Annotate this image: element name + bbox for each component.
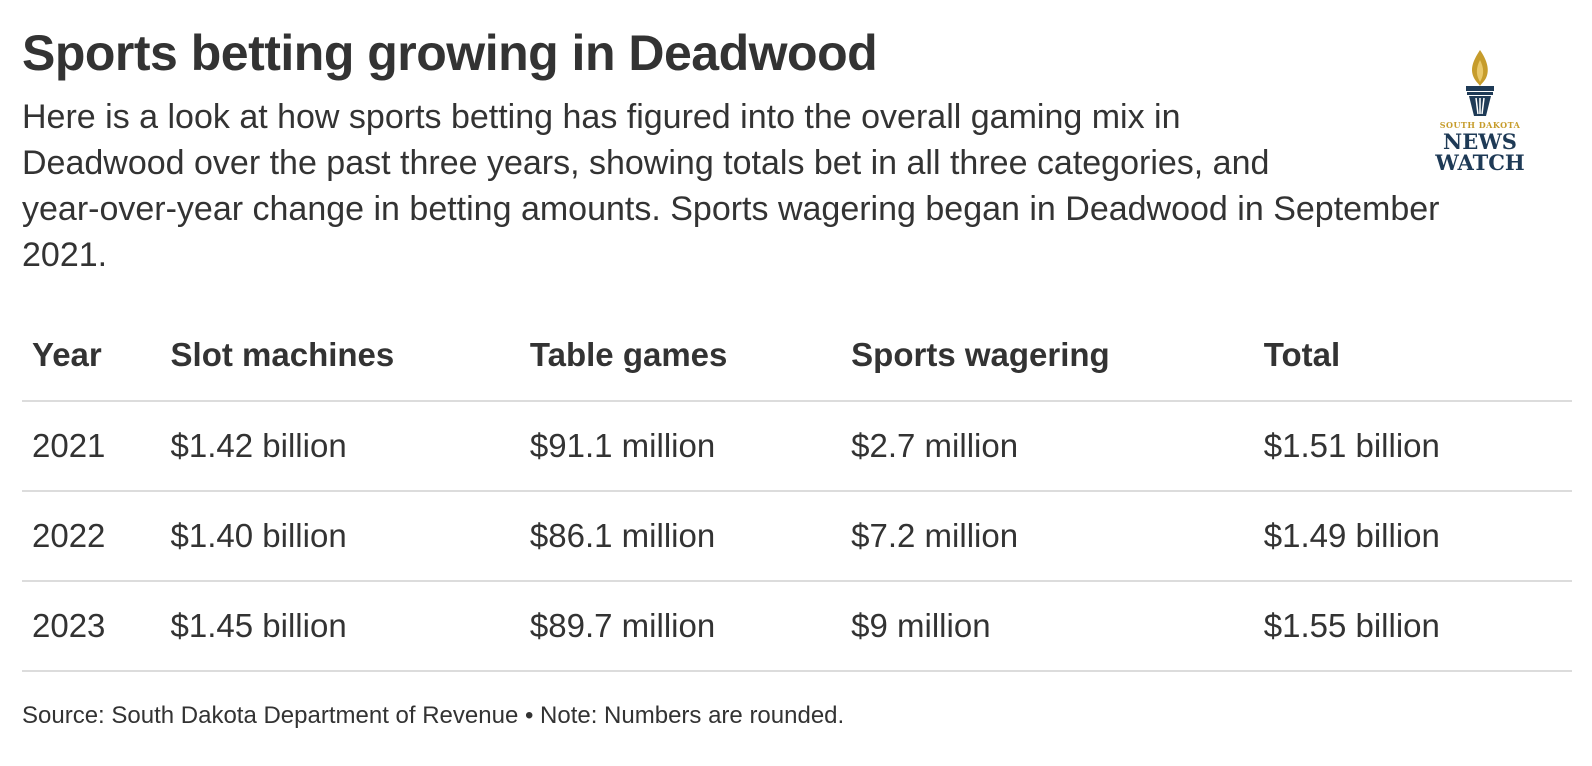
table-header-row: Year Slot machines Table games Sports wa… bbox=[22, 310, 1572, 402]
cell-slot-machines: $1.45 billion bbox=[160, 581, 520, 672]
data-table: Year Slot machines Table games Sports wa… bbox=[22, 310, 1572, 672]
logo-news-text: NEWS bbox=[1443, 129, 1517, 154]
cell-year: 2021 bbox=[22, 401, 161, 492]
description-line-3: year-over-year change in betting amounts… bbox=[22, 190, 1440, 228]
source-note: Source: South Dakota Department of Reven… bbox=[22, 702, 845, 729]
cell-total: $1.49 billion bbox=[1253, 491, 1572, 582]
table-row: 2022 $1.40 billion $86.1 million $7.2 mi… bbox=[22, 491, 1572, 582]
logo-watch-text: WATCH bbox=[1435, 150, 1525, 175]
description-line-2: Deadwood over the past three years, show… bbox=[22, 144, 1270, 182]
cell-table-games: $91.1 million bbox=[519, 401, 842, 492]
cell-sports-wagering: $7.2 million bbox=[841, 491, 1254, 582]
column-header-total: Total bbox=[1253, 310, 1572, 402]
cell-slot-machines: $1.40 billion bbox=[160, 491, 520, 582]
column-header-slot-machines: Slot machines bbox=[160, 310, 520, 402]
column-header-year: Year bbox=[22, 310, 161, 402]
cell-total: $1.51 billion bbox=[1253, 401, 1572, 492]
cell-sports-wagering: $2.7 million bbox=[841, 401, 1254, 492]
cell-slot-machines: $1.42 billion bbox=[160, 401, 520, 492]
news-watch-logo: SOUTH DAKOTA NEWS WATCH bbox=[1425, 48, 1535, 178]
cell-total: $1.55 billion bbox=[1253, 581, 1572, 672]
cell-year: 2022 bbox=[22, 491, 161, 582]
logo-state-text: SOUTH DAKOTA bbox=[1439, 120, 1521, 130]
cell-sports-wagering: $9 million bbox=[841, 581, 1254, 672]
cell-table-games: $89.7 million bbox=[519, 581, 842, 672]
cell-year: 2023 bbox=[22, 581, 161, 672]
column-header-sports-wagering: Sports wagering bbox=[841, 310, 1254, 402]
description-line-1: Here is a look at how sports betting has… bbox=[22, 98, 1181, 136]
chart-description: Here is a look at how sports betting has… bbox=[22, 94, 1567, 278]
torch-icon bbox=[1466, 50, 1494, 116]
cell-table-games: $86.1 million bbox=[519, 491, 842, 582]
chart-header: Sports betting growing in Deadwood Here … bbox=[22, 22, 1567, 278]
table-row: 2023 $1.45 billion $89.7 million $9 mill… bbox=[22, 581, 1572, 672]
description-line-4: 2021. bbox=[22, 236, 108, 274]
chart-title: Sports betting growing in Deadwood bbox=[22, 25, 878, 81]
table-row: 2021 $1.42 billion $91.1 million $2.7 mi… bbox=[22, 401, 1572, 492]
column-header-table-games: Table games bbox=[519, 310, 842, 402]
